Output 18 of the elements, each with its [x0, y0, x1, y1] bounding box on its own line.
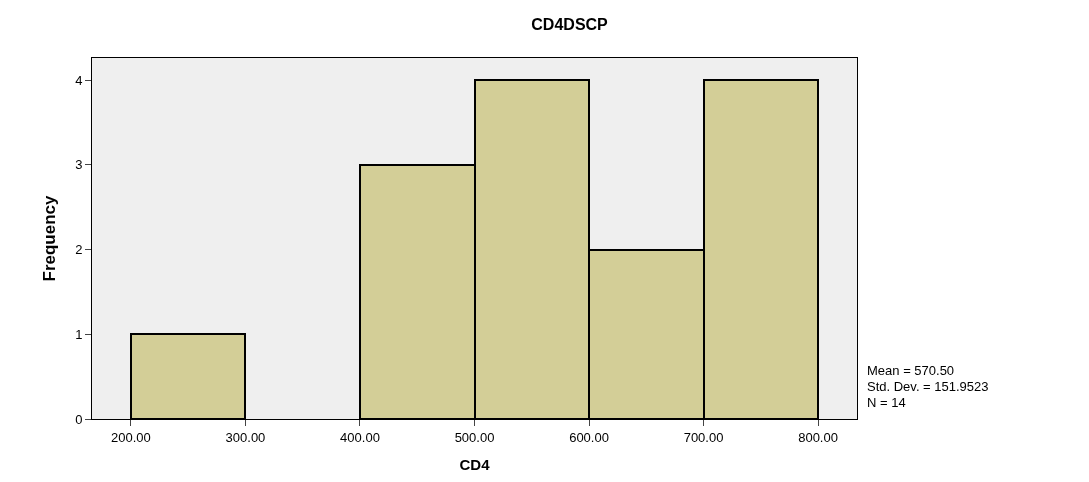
x-tick-label: 400.00	[340, 429, 380, 445]
text: Mean = 570.50	[867, 363, 955, 378]
x-tick-label: 700.00	[683, 429, 724, 445]
y-tick-label: 4	[75, 72, 83, 88]
x-tick-label: 800.00	[798, 429, 838, 445]
text: N = 14	[867, 395, 906, 410]
y-tick-label: 2	[75, 242, 83, 258]
x-tick-label: 300.00	[225, 429, 266, 445]
chart-title: CD4DSCP	[531, 16, 609, 34]
x-tick-label: 500.00	[454, 429, 495, 445]
y-axis-title: Frequency	[39, 194, 59, 282]
x-axis-title: CD4	[459, 455, 491, 473]
text: Std. Dev. = 151.9523	[867, 379, 989, 394]
x-tick-label: 600.00	[569, 429, 609, 445]
y-tick-label: 0	[75, 411, 83, 427]
y-tick-label: 3	[75, 157, 83, 173]
x-tick-label: 200.00	[111, 429, 151, 445]
y-tick-label: 1	[75, 326, 83, 342]
